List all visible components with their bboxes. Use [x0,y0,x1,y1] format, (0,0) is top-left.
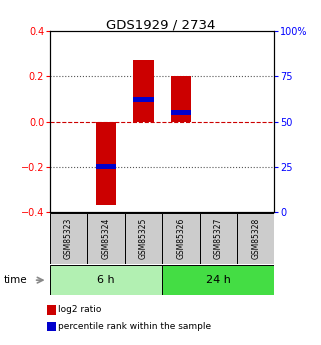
Text: percentile rank within the sample: percentile rank within the sample [58,322,212,331]
Text: 6 h: 6 h [97,275,115,285]
Text: log2 ratio: log2 ratio [58,305,102,314]
Text: GSM85326: GSM85326 [176,218,185,259]
Bar [96,165,116,169]
Text: time: time [4,275,28,285]
Bar [50,213,87,264]
Text: GSM85328: GSM85328 [251,218,260,259]
Bar [133,60,154,122]
Bar [125,213,162,264]
Bar [50,265,162,295]
Bar [162,265,274,295]
Text: GSM85325: GSM85325 [139,218,148,259]
Text: GDS1929 / 2734: GDS1929 / 2734 [106,19,215,32]
Text: GSM85327: GSM85327 [214,218,223,259]
Bar [133,97,154,102]
Text: 24 h: 24 h [206,275,231,285]
Text: GSM85324: GSM85324 [101,218,110,259]
Text: GSM85323: GSM85323 [64,218,73,259]
Bar [162,213,200,264]
Bar [87,213,125,264]
Bar [237,213,274,264]
Bar [47,322,56,331]
Bar [170,76,191,122]
Bar [96,122,116,205]
Bar [47,305,56,315]
Bar [200,213,237,264]
Bar [170,110,191,115]
